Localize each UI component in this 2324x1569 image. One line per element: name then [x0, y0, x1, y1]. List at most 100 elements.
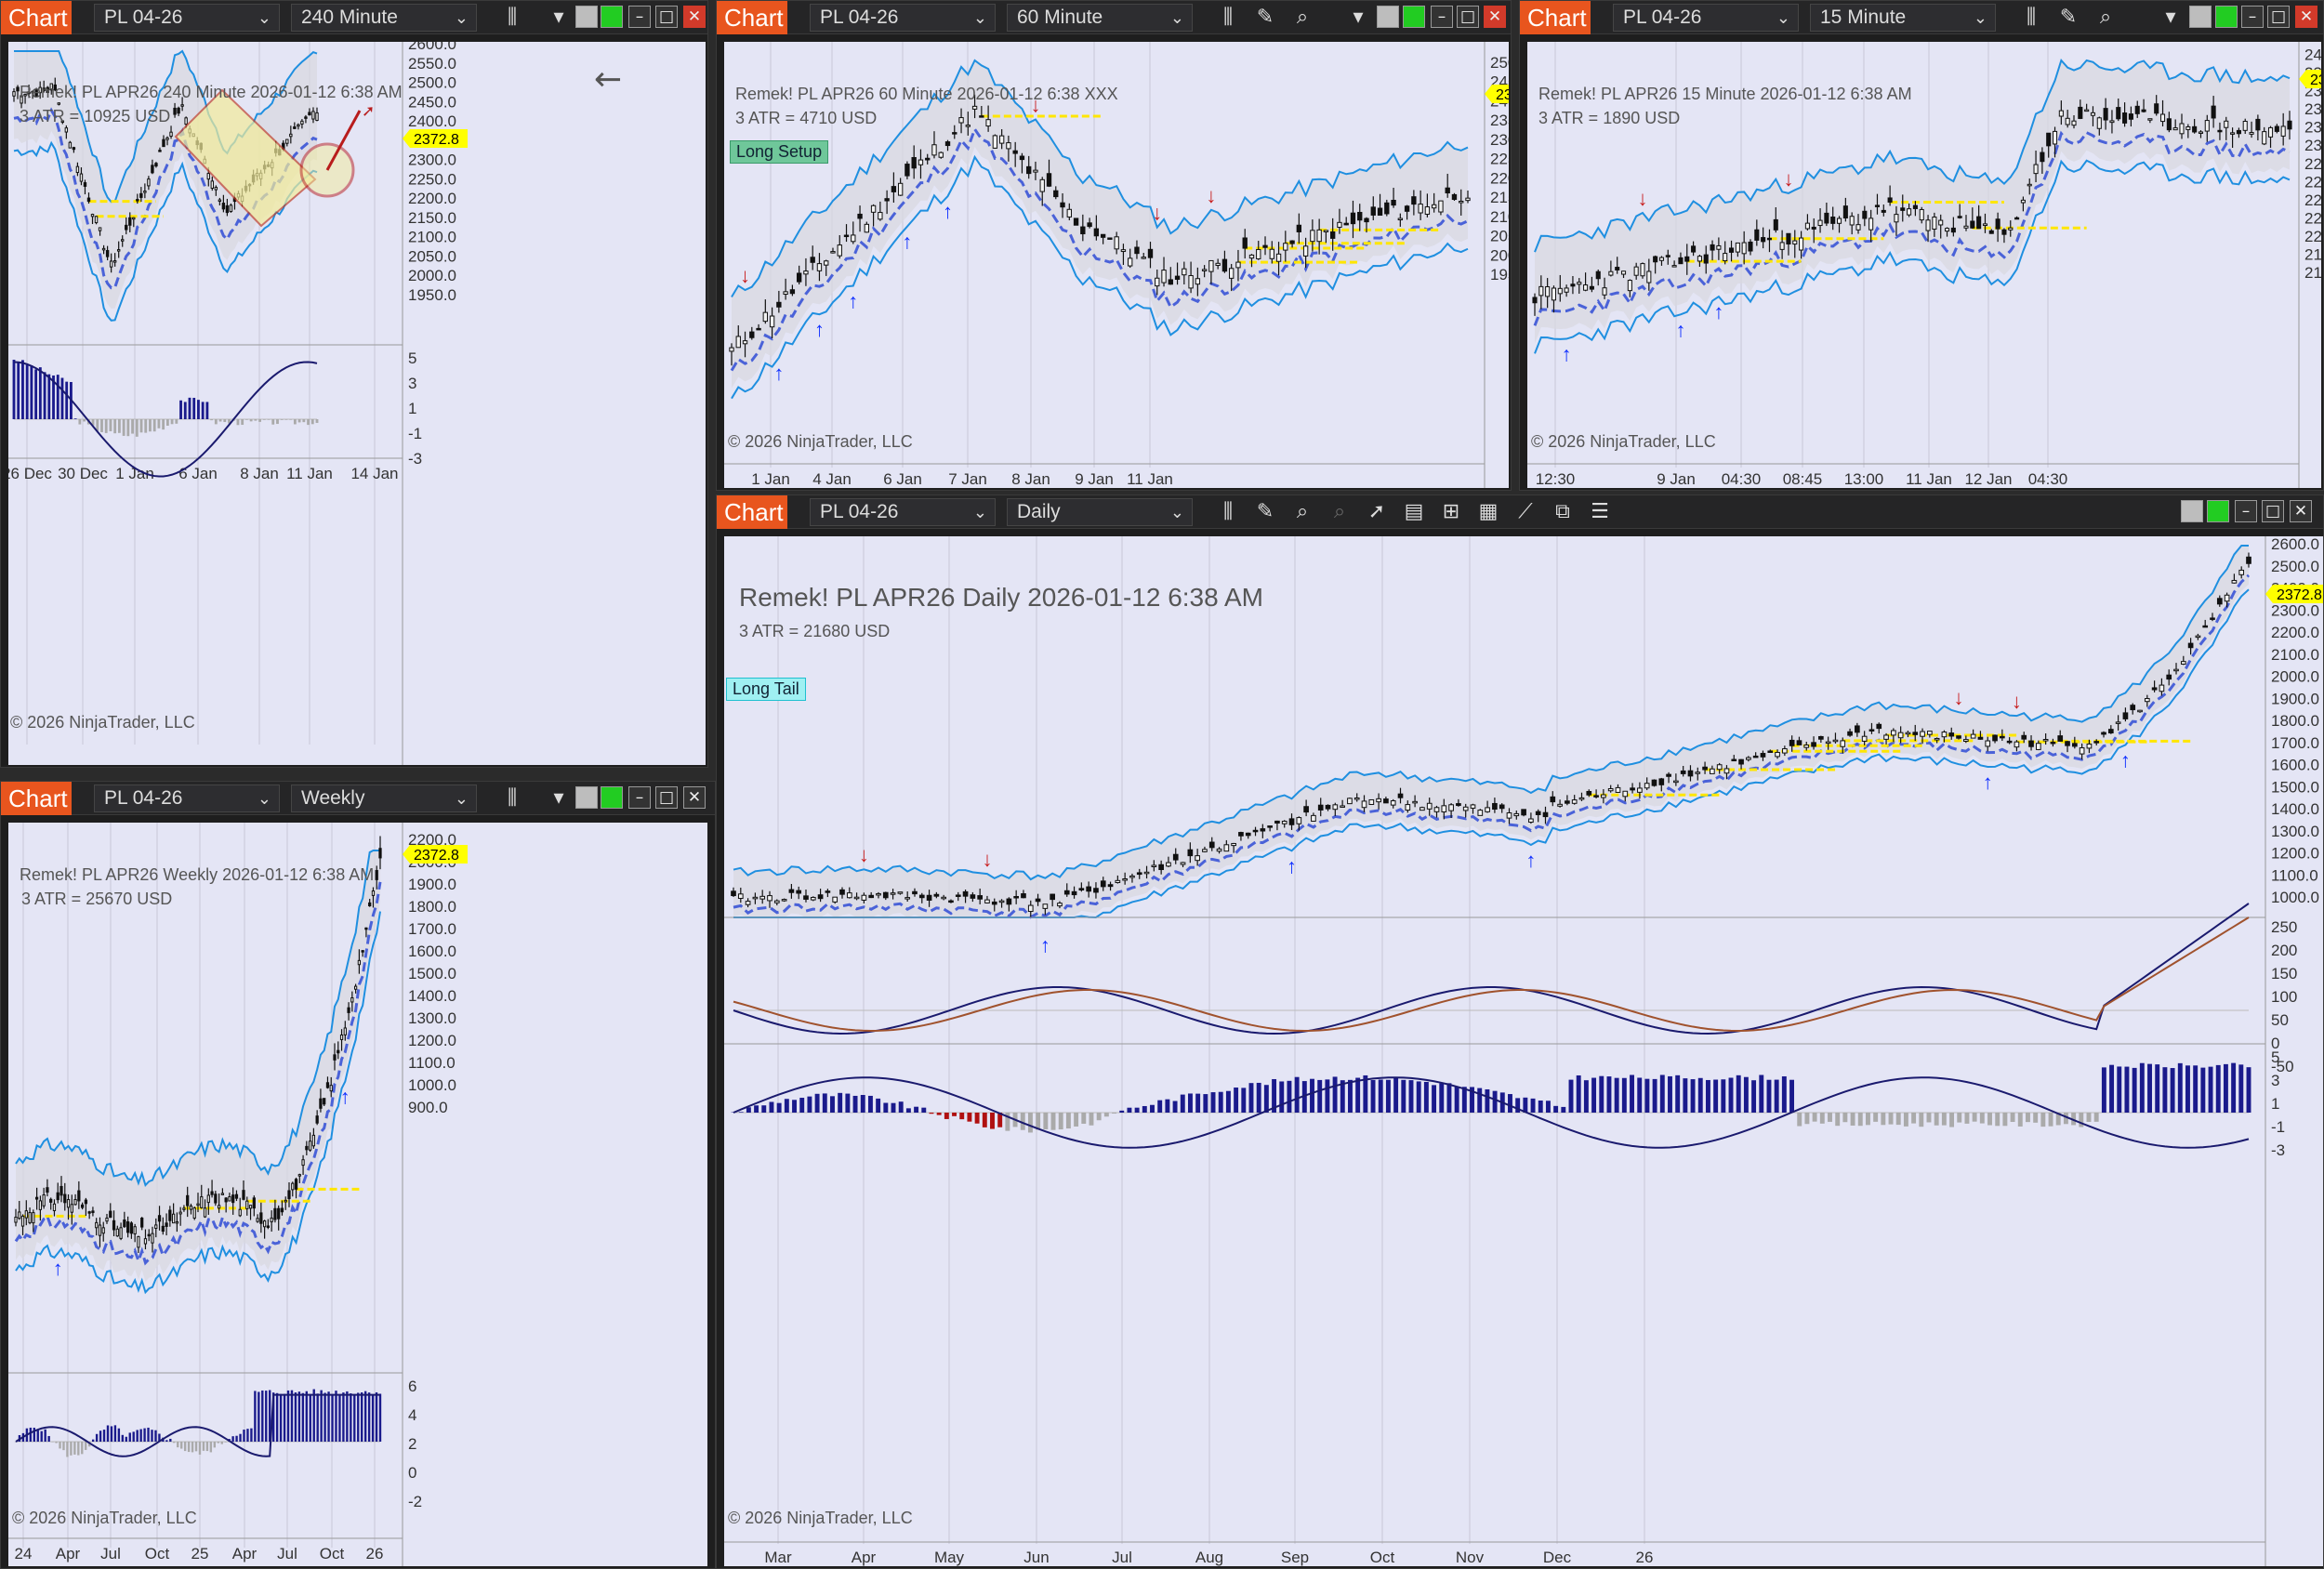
candle-body	[329, 1085, 333, 1092]
chart-panel[interactable]: ↑↑↑↑↑↓↓↓↓2600.02500.02400.02300.02200.02…	[724, 536, 2323, 1566]
close-button[interactable]: ✕	[1484, 6, 1506, 28]
link-button[interactable]	[1403, 6, 1425, 28]
lower-band	[15, 911, 381, 1295]
window-color-button[interactable]	[575, 6, 598, 28]
histogram-bar	[121, 1434, 125, 1442]
maximize-button[interactable]: □	[2262, 500, 2284, 522]
instrument-selector[interactable]: PL 04-26 ⌄	[810, 498, 996, 526]
bar-type-icon[interactable]: ⫼	[507, 6, 518, 29]
histogram-bar	[367, 1392, 371, 1442]
zoom-out-icon[interactable]: ⌕	[1333, 500, 1346, 523]
bar-type-icon[interactable]: ⫼	[1222, 6, 1234, 29]
candle-body	[1665, 255, 1670, 257]
minimize-button[interactable]: –	[2235, 500, 2257, 522]
chart-canvas[interactable]: ↑↑↑↑↑↓↓↓↓2500.02450.02400.02350.02300.02…	[724, 42, 1509, 488]
candle-body	[1760, 753, 1766, 758]
price-tick: 2180.0	[2304, 245, 2321, 263]
chart-canvas[interactable]: ↑↑2200.02000.01900.01800.01700.01600.015…	[8, 823, 707, 1566]
chart-panel[interactable]: ↑↑↑↓↓2420.02400.02380.02360.02340.02320.…	[1527, 42, 2321, 488]
properties-icon[interactable]: ⧉	[1555, 500, 1570, 523]
dropdown-arrow-icon[interactable]: ▾	[2165, 6, 2176, 29]
histogram-bar	[224, 1442, 227, 1443]
candle-body	[1982, 223, 1988, 227]
bar-type-icon[interactable]: ⫼	[1222, 500, 1234, 523]
chart-window-240min: Chart PL 04-26 ⌄ 240 Minute ⌄ ⫼ ▾ – □ ✕ 26…	[0, 0, 708, 768]
candle-body	[1166, 862, 1171, 867]
close-button[interactable]: ✕	[683, 786, 706, 809]
dropdown-arrow-icon[interactable]: ▾	[553, 6, 564, 29]
indicators-icon[interactable]: ⟋	[1518, 500, 1533, 523]
minimize-button[interactable]: –	[628, 6, 651, 28]
chart-canvas[interactable]: ↑↑↑↑↑↓↓↓↓2600.02500.02400.02300.02200.02…	[724, 536, 2323, 1566]
link-button[interactable]	[601, 6, 623, 28]
zoom-icon[interactable]: ⌕	[1296, 500, 1309, 523]
histogram-bar	[128, 1432, 131, 1442]
zoom-icon[interactable]: ⌕	[1296, 6, 1309, 29]
instrument-selector[interactable]: PL 04-26 ⌄	[94, 784, 280, 812]
minimize-button[interactable]: –	[2241, 6, 2264, 28]
timeframe-selector[interactable]: Weekly ⌄	[291, 784, 477, 812]
timeframe-selector[interactable]: 60 Minute ⌄	[1007, 4, 1193, 32]
candle-body	[53, 84, 57, 91]
maximize-button[interactable]: □	[655, 6, 678, 28]
bar-type-icon[interactable]: ⫼	[507, 786, 518, 810]
chart-panel[interactable]: ↑↑↑↑↑↓↓↓↓2500.02450.02400.02350.02300.02…	[724, 42, 1509, 488]
timeframe-selector[interactable]: Daily ⌄	[1007, 498, 1193, 526]
chart-menu-button[interactable]: Chart	[717, 495, 787, 529]
list-icon[interactable]: ☰	[1591, 500, 1609, 523]
histogram-bar	[261, 1390, 264, 1442]
timeframe-selector[interactable]: 15 Minute ⌄	[1810, 4, 1996, 32]
minimize-button[interactable]: –	[1431, 6, 1453, 28]
candle-body	[2141, 109, 2146, 112]
minimize-button[interactable]: –	[628, 786, 651, 809]
candle-body	[70, 1204, 73, 1213]
chart-panel[interactable]: 2600.02550.02500.02450.02400.02350.02300…	[8, 42, 706, 765]
candle-body	[2202, 625, 2209, 628]
maximize-button[interactable]: □	[2267, 6, 2290, 28]
back-arrow-icon[interactable]: ←	[594, 60, 623, 99]
maximize-button[interactable]: □	[655, 786, 678, 809]
chart-menu-button[interactable]: Chart	[1, 1, 72, 34]
dropdown-arrow-icon[interactable]: ▾	[1353, 6, 1364, 29]
window-color-button[interactable]	[1377, 6, 1399, 28]
histogram-bar	[361, 1391, 363, 1442]
chart-canvas[interactable]: 2600.02550.02500.02450.02400.02350.02300…	[8, 42, 706, 765]
close-button[interactable]: ✕	[2295, 6, 2317, 28]
instrument-selector[interactable]: PL 04-26 ⌄	[810, 4, 996, 32]
candle-body	[1653, 256, 1658, 263]
drawing-tool-icon[interactable]: ✎	[1256, 6, 1274, 29]
chart-menu-button[interactable]: Chart	[1520, 1, 1591, 34]
link-button[interactable]	[2215, 6, 2238, 28]
link-button[interactable]	[601, 786, 623, 809]
close-button[interactable]: ✕	[2290, 500, 2312, 522]
histogram-bar	[175, 419, 178, 424]
histogram-bar	[2132, 1067, 2137, 1113]
histogram-bar	[1523, 1097, 1528, 1113]
instrument-selector[interactable]: PL 04-26 ⌄	[94, 4, 280, 32]
link-button[interactable]	[2207, 500, 2229, 522]
candle-body	[1883, 734, 1889, 740]
window-color-button[interactable]	[2181, 500, 2203, 522]
chart-menu-button[interactable]: Chart	[1, 782, 72, 815]
zoom-icon[interactable]: ⌕	[2099, 6, 2112, 29]
window-color-button[interactable]	[2189, 6, 2212, 28]
chart-panel[interactable]: ↑↑2200.02000.01900.01800.01700.01600.015…	[8, 823, 707, 1566]
chart-canvas[interactable]: ↑↑↑↓↓2420.02400.02380.02360.02340.02320.…	[1527, 42, 2321, 488]
drawing-tool-icon[interactable]: ✎	[2059, 6, 2078, 29]
timeframe-selector[interactable]: 240 Minute ⌄	[291, 4, 477, 32]
bar-type-icon[interactable]: ⫼	[2026, 6, 2037, 29]
instrument-selector[interactable]: PL 04-26 ⌄	[1613, 4, 1799, 32]
templates-icon[interactable]: ⊞	[1442, 500, 1460, 523]
data-box-icon[interactable]: ▤	[1404, 500, 1424, 523]
pointer-icon[interactable]: ➚	[1367, 500, 1386, 523]
drawing-tool-icon[interactable]: ✎	[1256, 500, 1274, 523]
down-arrow-icon: ↓	[2012, 690, 2022, 713]
candle-body	[105, 250, 110, 257]
dropdown-arrow-icon[interactable]: ▾	[553, 786, 564, 810]
strategies-icon[interactable]: ▦	[1478, 500, 1499, 523]
maximize-button[interactable]: □	[1457, 6, 1479, 28]
candle-body	[1881, 209, 1886, 213]
close-button[interactable]: ✕	[683, 6, 706, 28]
chart-menu-button[interactable]: Chart	[717, 1, 787, 34]
window-color-button[interactable]	[575, 786, 598, 809]
